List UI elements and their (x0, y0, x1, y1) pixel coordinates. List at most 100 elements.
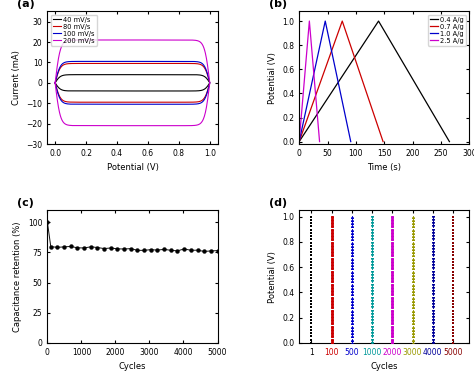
Point (429, 291, 437, 298)
Point (449, 337, 457, 343)
Point (348, 288, 356, 294)
Point (409, 253, 416, 259)
Point (328, 275, 335, 281)
Point (449, 298, 457, 304)
Point (328, 227, 335, 233)
Point (328, 230, 335, 236)
Point (409, 288, 416, 294)
Point (389, 266, 396, 272)
Point (429, 272, 437, 278)
Point (308, 217, 315, 223)
Point (429, 288, 437, 294)
Point (409, 217, 416, 223)
0.7 A/g (380, 139, 386, 144)
Point (429, 324, 437, 330)
Point (389, 307, 396, 314)
Point (308, 227, 315, 233)
Point (328, 333, 335, 339)
Point (409, 330, 416, 336)
Point (328, 324, 335, 330)
Point (368, 227, 376, 233)
Point (449, 317, 457, 323)
Point (328, 217, 335, 223)
Point (389, 249, 396, 255)
Point (429, 269, 437, 275)
Point (348, 295, 356, 301)
Point (429, 285, 437, 291)
Point (348, 220, 356, 226)
Point (348, 340, 356, 346)
Point (308, 275, 315, 281)
Point (389, 220, 396, 226)
Point (348, 246, 356, 252)
Point (449, 272, 457, 278)
Point (368, 314, 376, 320)
Point (409, 330, 416, 336)
Point (368, 285, 376, 291)
Point (308, 266, 315, 272)
Point (409, 279, 416, 285)
Point (328, 304, 335, 311)
Point (409, 291, 416, 298)
Point (308, 324, 315, 330)
Point (328, 301, 335, 307)
Point (389, 256, 396, 262)
Point (308, 253, 315, 259)
Point (389, 282, 396, 288)
Point (348, 311, 356, 317)
Point (409, 275, 416, 281)
Point (348, 256, 356, 262)
Point (368, 223, 376, 229)
Point (348, 337, 356, 343)
Point (449, 291, 457, 298)
Point (449, 236, 457, 242)
Point (389, 324, 396, 330)
Point (308, 288, 315, 294)
Point (368, 272, 376, 278)
Point (328, 311, 335, 317)
Point (308, 330, 315, 336)
Point (368, 249, 376, 255)
Point (389, 285, 396, 291)
Point (389, 262, 396, 268)
Point (409, 240, 416, 246)
Point (308, 324, 315, 330)
Point (328, 282, 335, 288)
Point (449, 243, 457, 249)
Point (449, 304, 457, 311)
Point (449, 275, 457, 281)
Point (389, 317, 396, 323)
Point (308, 214, 315, 220)
Point (328, 240, 335, 246)
Point (429, 214, 437, 220)
Point (409, 227, 416, 233)
Point (368, 285, 376, 291)
Point (389, 240, 396, 246)
Point (328, 279, 335, 285)
Point (368, 327, 376, 333)
Point (409, 304, 416, 311)
Point (409, 272, 416, 278)
Point (348, 311, 356, 317)
Point (449, 246, 457, 252)
Point (368, 330, 376, 336)
Point (429, 330, 437, 336)
200 mV/s (199, 120, 205, 124)
Point (409, 311, 416, 317)
2.5 A/g (307, 19, 312, 23)
Point (449, 236, 457, 242)
Point (348, 320, 356, 327)
Point (308, 223, 315, 229)
Point (308, 288, 315, 294)
Point (348, 217, 356, 223)
0.7 A/g (296, 139, 302, 144)
Point (328, 333, 335, 339)
Point (368, 275, 376, 281)
Point (429, 304, 437, 311)
Point (328, 291, 335, 298)
Point (308, 269, 315, 275)
Point (429, 233, 437, 239)
Point (308, 327, 315, 333)
Point (429, 320, 437, 327)
Point (348, 327, 356, 333)
